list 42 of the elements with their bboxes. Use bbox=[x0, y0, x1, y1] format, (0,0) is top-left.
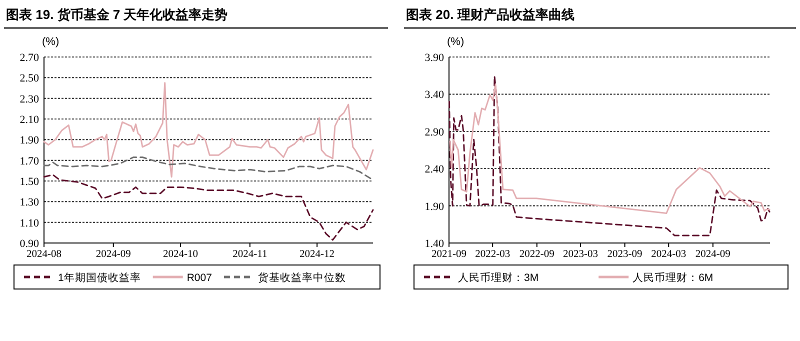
line-series bbox=[43, 82, 374, 178]
y-tick-label: 3.40 bbox=[424, 89, 444, 102]
x-tick-label: 2024-12 bbox=[300, 249, 335, 260]
x-tick-label: 2024-09 bbox=[695, 249, 730, 260]
x-tick-label: 2024-10 bbox=[163, 249, 198, 260]
legend-label: 人民币理财：6M bbox=[632, 271, 714, 284]
legend-label: 货基收益率中位数 bbox=[258, 271, 346, 284]
y-tick-label: 2.40 bbox=[424, 164, 444, 176]
legend-label: R007 bbox=[186, 272, 212, 284]
line-series bbox=[448, 76, 770, 236]
y-tick-label: 2.50 bbox=[20, 72, 40, 85]
y-tick-label: 2.30 bbox=[20, 93, 40, 106]
legend-label: 人民币理财：3M bbox=[458, 271, 539, 284]
y-tick-label: 3.90 bbox=[424, 52, 444, 64]
y-tick-label: 1.40 bbox=[424, 238, 444, 250]
x-tick-label: 2024-03 bbox=[651, 249, 686, 260]
x-tick-label: 2022-09 bbox=[519, 249, 554, 260]
y-tick-label: 2.10 bbox=[20, 114, 40, 126]
y-tick-label: 1.50 bbox=[20, 176, 40, 188]
y-tick-label: 2.70 bbox=[20, 52, 40, 64]
line-series bbox=[43, 156, 374, 181]
y-tick-label: 1.30 bbox=[20, 196, 40, 209]
y-tick-label: 1.70 bbox=[20, 155, 40, 168]
x-tick-label: 2023-03 bbox=[562, 249, 598, 260]
x-tick-label: 2023-09 bbox=[607, 249, 642, 260]
x-tick-label: 2021-09 bbox=[432, 249, 466, 260]
y-tick-label: 1.90 bbox=[20, 134, 40, 147]
y-tick-label: 1.90 bbox=[424, 200, 444, 213]
y-tick-label: 0.90 bbox=[20, 238, 40, 250]
y-tick-label: 1.10 bbox=[20, 217, 40, 230]
y-axis-title: (%) bbox=[447, 36, 464, 48]
chart-title: 图表 20. 理财产品收益率曲线 bbox=[406, 7, 574, 22]
line-series bbox=[449, 84, 770, 214]
chart-title: 图表 19. 货币基金 7 天年化收益率走势 bbox=[6, 7, 228, 22]
x-tick-label: 2024-11 bbox=[232, 249, 268, 260]
line-series bbox=[43, 174, 374, 241]
y-axis-title: (%) bbox=[42, 36, 60, 48]
legend-label: 1年期国债收益率 bbox=[58, 271, 141, 284]
x-tick-label: 2024-09 bbox=[96, 249, 131, 260]
y-tick-label: 2.90 bbox=[424, 126, 444, 138]
x-tick-label: 2022-03 bbox=[475, 249, 510, 260]
x-tick-label: 2024-08 bbox=[26, 249, 62, 260]
